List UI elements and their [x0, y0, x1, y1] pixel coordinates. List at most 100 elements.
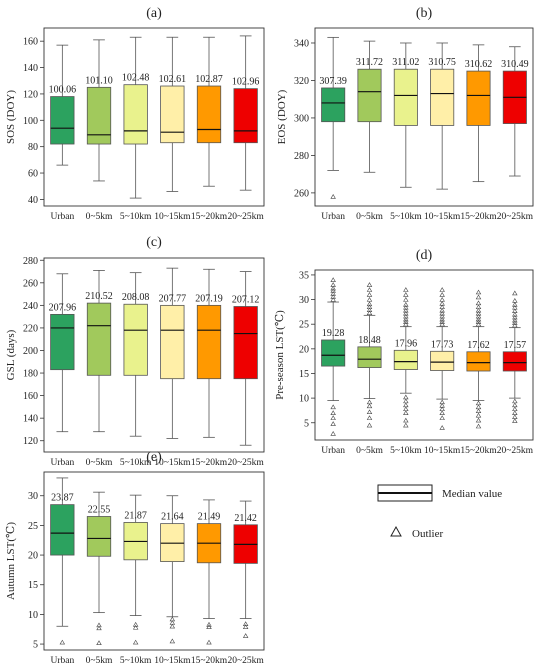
box-6: 102.96 20~25km — [228, 35, 264, 222]
category-label: Urban — [50, 458, 74, 468]
box-body — [393, 349, 418, 370]
y-tick-label: 20 — [28, 551, 38, 562]
y-tick-label: 280 — [294, 151, 309, 162]
box-body — [196, 304, 222, 380]
y-tick-label: 30 — [28, 491, 38, 502]
outlier-point — [330, 415, 336, 420]
box-body — [50, 313, 75, 371]
y-tick-label: 25 — [299, 320, 309, 331]
outlier-point — [475, 404, 482, 410]
outlier-point — [475, 417, 482, 423]
mean-label: 207.19 — [195, 293, 223, 304]
y-tick-label: 5 — [304, 418, 309, 429]
y-tick-label: 240 — [23, 301, 38, 312]
mean-label: 21.87 — [124, 510, 147, 521]
box-3: 102.48 5~10km — [120, 36, 152, 222]
outlier-point — [330, 421, 336, 426]
category-label: 5~10km — [120, 458, 152, 468]
outlier-point — [403, 287, 409, 292]
outlier-point — [403, 406, 409, 412]
outlier-point — [366, 310, 373, 315]
box-5: 102.87 15~20km — [191, 36, 228, 222]
category-label: 15~20km — [191, 458, 228, 468]
mean-label: 207.77 — [159, 293, 187, 304]
outlier-point — [439, 307, 445, 313]
plot-frame — [43, 27, 265, 207]
mean-label: 22.55 — [88, 505, 111, 516]
panel-title: (a) — [146, 6, 162, 21]
category-label: 0~5km — [86, 656, 113, 666]
box-5: 310.62 15~20km — [460, 44, 497, 222]
panel-5: (e) 5 10 15 20 25 30 Autumn LST(℃) 23.87 Urban 22.… — [5, 450, 265, 666]
y-tick-label: 140 — [23, 63, 38, 74]
category-label: 0~5km — [356, 446, 383, 456]
category-label: 10~15km — [424, 212, 461, 222]
outlier-point — [512, 308, 518, 313]
box-4: 21.64 10~15km — [154, 495, 191, 666]
box-body — [86, 86, 112, 145]
outlier-point — [403, 316, 409, 322]
category-label: 10~15km — [154, 212, 191, 222]
category-label: Urban — [321, 446, 345, 456]
panel-title: (b) — [416, 6, 433, 21]
outlier-point — [330, 404, 336, 410]
outlier-point — [330, 410, 336, 415]
outlier-point — [512, 410, 518, 415]
mean-label: 101.10 — [85, 75, 113, 86]
outlier-point — [403, 422, 409, 428]
mean-label: 310.75 — [428, 57, 456, 68]
box-5: 207.19 15~20km — [191, 268, 228, 468]
outlier-point — [512, 414, 518, 419]
outlier-point — [512, 418, 518, 423]
box-body — [321, 87, 346, 123]
outlier-point — [439, 292, 445, 297]
outlier-point — [439, 296, 445, 302]
outlier-point — [439, 410, 445, 415]
category-label: 5~10km — [390, 212, 422, 222]
outlier-point — [206, 624, 212, 629]
category-label: 20~25km — [228, 656, 265, 666]
mean-label: 102.48 — [122, 73, 150, 84]
y-tick-label: 30 — [299, 295, 309, 306]
y-tick-label: 40 — [28, 195, 38, 206]
box-body — [86, 302, 112, 376]
outlier-point — [132, 639, 139, 645]
plot-frame — [314, 269, 534, 441]
outlier-point — [475, 310, 482, 316]
outlier-point — [439, 304, 445, 310]
outlier-point — [206, 639, 212, 645]
outlier-point — [330, 194, 336, 199]
legend-outlier-icon — [390, 525, 402, 537]
mean-label: 210.52 — [85, 291, 113, 302]
box-3: 21.87 5~10km — [120, 494, 152, 666]
outlier-point — [439, 415, 445, 420]
outlier-point — [475, 316, 482, 322]
outlier-point — [512, 322, 518, 328]
box-4: 310.75 10~15km — [424, 42, 461, 222]
box-6: 17.57 20~25km — [497, 290, 534, 456]
outlier-point — [403, 304, 409, 310]
y-tick-label: 180 — [23, 369, 38, 380]
panel-1: (a) 40 60 80 100 120 140 160 SOS (DOY) 100.06 Urba… — [5, 6, 265, 222]
box-body — [123, 303, 148, 376]
mean-label: 18.48 — [358, 335, 381, 346]
box-5: 17.62 15~20km — [460, 289, 497, 456]
outlier-point — [439, 316, 445, 322]
box-1: 307.39 Urban — [319, 36, 347, 222]
y-tick-label: 260 — [294, 188, 309, 199]
outlier-point — [512, 297, 518, 303]
box-1: 100.06 Urban — [49, 44, 76, 222]
panels: (a) 40 60 80 100 120 140 160 SOS (DOY) 100.06 Urba… — [5, 6, 534, 666]
box-body — [160, 304, 185, 380]
outlier-point — [403, 310, 409, 316]
y-tick-label: 10 — [28, 610, 38, 621]
y-axis-label: Autumn LST(℃) — [5, 522, 17, 600]
box-3: 208.08 5~10km — [120, 272, 152, 468]
mean-label: 311.02 — [392, 57, 419, 68]
box-6: 21.42 20~25km — [228, 500, 265, 666]
outlier-point — [366, 304, 373, 310]
outlier-point — [403, 398, 409, 404]
box-body — [233, 88, 258, 144]
outlier-point — [330, 282, 336, 287]
mean-label: 17.73 — [431, 339, 454, 350]
